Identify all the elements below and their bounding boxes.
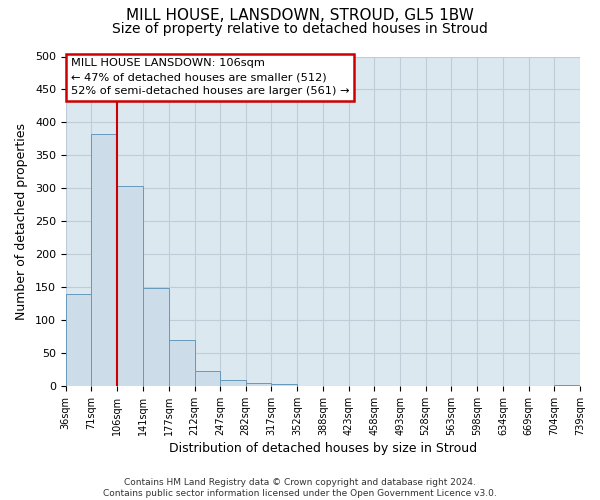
Text: MILL HOUSE LANSDOWN: 106sqm
← 47% of detached houses are smaller (512)
52% of se: MILL HOUSE LANSDOWN: 106sqm ← 47% of det… — [71, 58, 349, 96]
Bar — [91, 134, 117, 386]
Bar — [246, 382, 271, 386]
Bar — [66, 294, 91, 386]
Bar — [194, 372, 220, 386]
Text: Size of property relative to detached houses in Stroud: Size of property relative to detached ho… — [112, 22, 488, 36]
Bar — [220, 380, 246, 386]
Bar — [169, 340, 194, 386]
Text: MILL HOUSE, LANSDOWN, STROUD, GL5 1BW: MILL HOUSE, LANSDOWN, STROUD, GL5 1BW — [126, 8, 474, 22]
Bar — [117, 186, 143, 386]
Bar — [554, 384, 580, 386]
Bar — [143, 288, 169, 386]
X-axis label: Distribution of detached houses by size in Stroud: Distribution of detached houses by size … — [169, 442, 477, 455]
Text: Contains HM Land Registry data © Crown copyright and database right 2024.
Contai: Contains HM Land Registry data © Crown c… — [103, 478, 497, 498]
Bar — [271, 384, 297, 386]
Y-axis label: Number of detached properties: Number of detached properties — [15, 122, 28, 320]
